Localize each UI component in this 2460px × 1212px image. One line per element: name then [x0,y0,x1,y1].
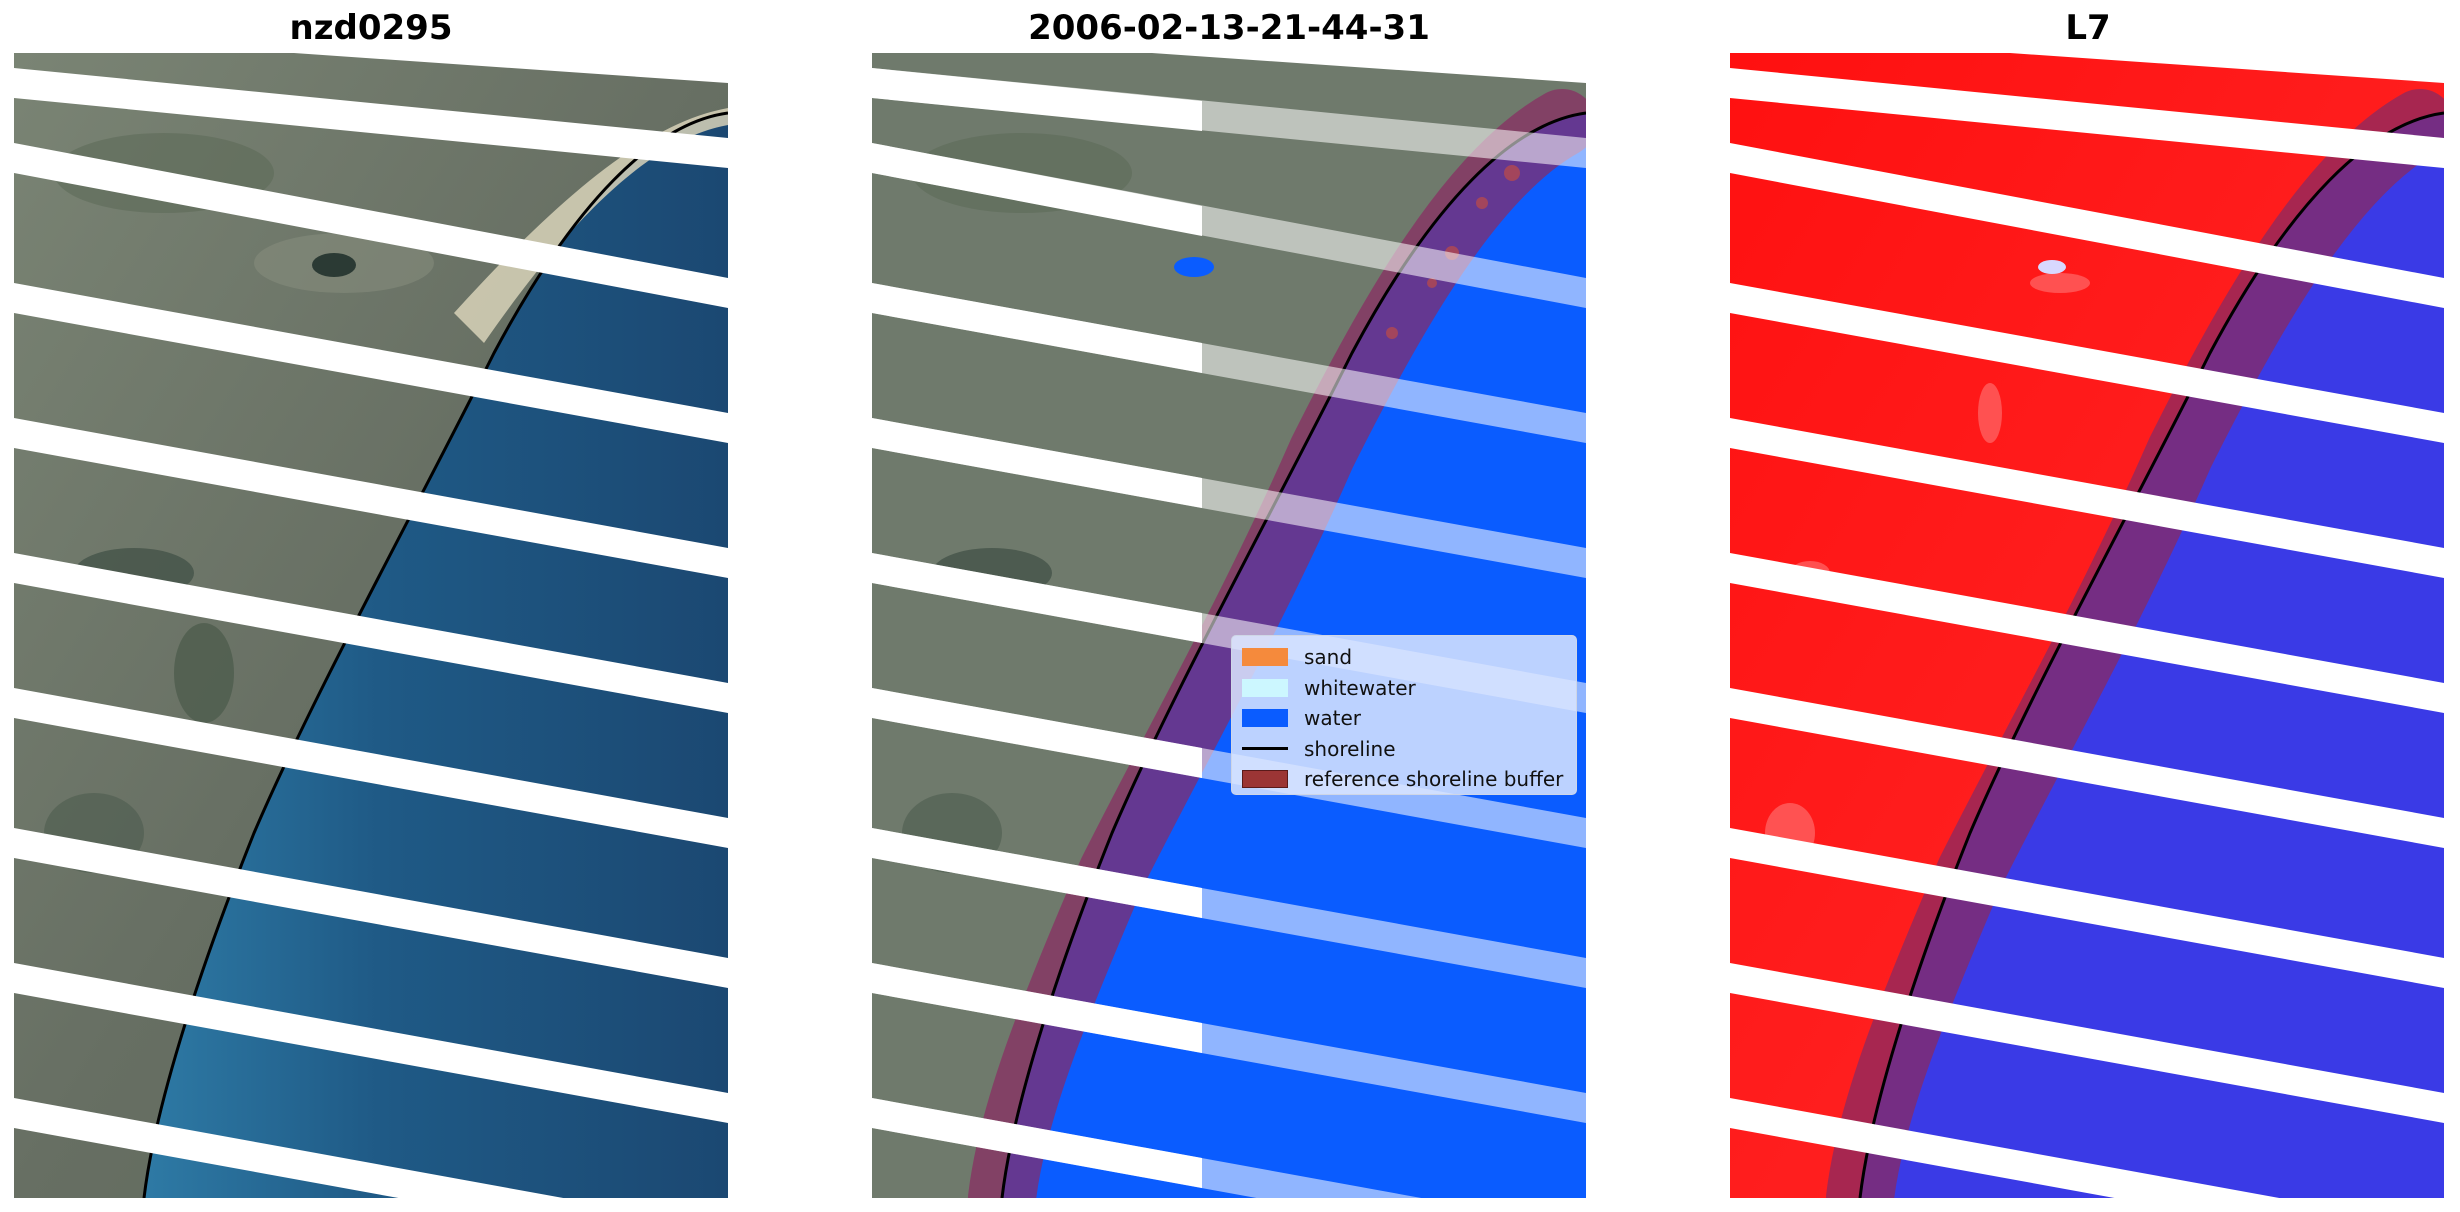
sand-swatch [1242,648,1288,667]
legend-label: reference shoreline buffer [1304,767,1564,792]
legend-item-water: water [1242,703,1566,734]
legend-item-sand: sand [1242,642,1566,673]
legend-label: sand [1304,645,1353,670]
classified-image [872,53,1586,1198]
panel-title: nzd0295 [289,8,453,48]
legend-item-shoreline: shoreline [1242,734,1566,765]
legend: sand whitewater water shoreline referenc… [1231,635,1577,795]
panel-title: 2006-02-13-21-44-31 [1028,8,1430,48]
panel-index: L7 [1730,0,2446,1212]
panel-classified: 2006-02-13-21-44-31 [872,0,1586,1212]
legend-item-whitewater: whitewater [1242,673,1566,704]
panel-title: L7 [2065,8,2111,48]
legend-label: water [1304,706,1361,731]
legend-label: whitewater [1304,675,1416,700]
panel-rgb: nzd0295 [14,0,728,1212]
shoreline-swatch [1242,747,1288,751]
whitewater-swatch [1242,678,1288,697]
satellite-rgb-image [14,53,728,1198]
legend-item-buffer: reference shoreline buffer [1242,764,1566,795]
index-image [1730,53,2444,1198]
buffer-swatch [1242,770,1288,789]
water-swatch [1242,709,1288,728]
legend-label: shoreline [1304,736,1396,761]
